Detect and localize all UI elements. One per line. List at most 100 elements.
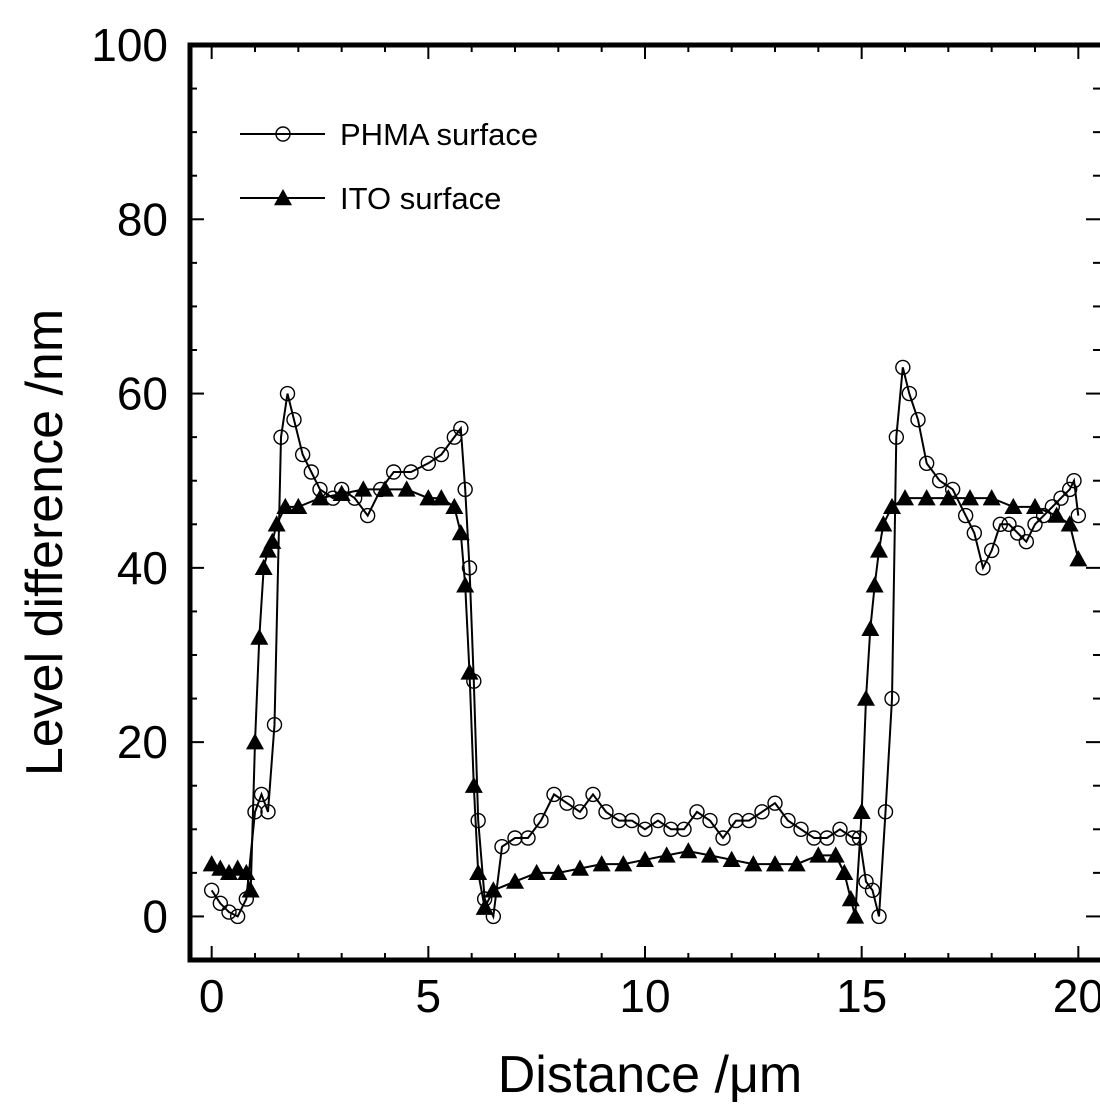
data-point bbox=[359, 507, 376, 524]
data-point bbox=[289, 497, 308, 515]
legend-item: ITO surface bbox=[240, 181, 501, 216]
y-axis-label: Level difference /nm bbox=[16, 309, 74, 776]
data-point bbox=[246, 733, 264, 750]
data-point bbox=[865, 576, 884, 593]
data-point bbox=[286, 412, 302, 428]
data-point bbox=[871, 908, 887, 925]
data-point bbox=[1070, 507, 1087, 524]
legend-marker bbox=[274, 189, 292, 206]
data-point bbox=[1018, 534, 1035, 550]
data-point bbox=[883, 497, 901, 515]
data-point bbox=[957, 507, 974, 524]
data-point bbox=[549, 863, 568, 881]
data-point bbox=[506, 872, 524, 889]
data-point bbox=[494, 839, 510, 855]
data-point bbox=[520, 830, 536, 846]
data-point bbox=[689, 804, 705, 820]
series-2 bbox=[202, 480, 1088, 924]
data-point bbox=[944, 481, 961, 498]
data-point bbox=[650, 812, 666, 829]
data-point bbox=[793, 821, 809, 837]
legend-label: ITO surface bbox=[340, 181, 501, 216]
data-point bbox=[676, 821, 692, 837]
data-point bbox=[901, 385, 918, 402]
data-point bbox=[220, 863, 238, 881]
data-point bbox=[861, 619, 880, 637]
data-point bbox=[294, 446, 311, 463]
data-point bbox=[276, 497, 295, 515]
data-point bbox=[931, 473, 948, 489]
legend: PHMA surface ITO surface bbox=[240, 117, 538, 216]
data-point bbox=[663, 821, 679, 837]
data-point bbox=[1035, 507, 1052, 524]
data-point bbox=[460, 663, 479, 680]
data-point bbox=[266, 717, 283, 733]
data-point bbox=[1060, 515, 1079, 532]
x-tick-label: 5 bbox=[416, 970, 442, 1022]
axis-ticks bbox=[190, 44, 1100, 960]
data-point bbox=[221, 904, 237, 920]
data-point bbox=[744, 855, 763, 872]
data-point bbox=[780, 812, 796, 829]
data-point bbox=[1026, 497, 1044, 515]
data-point bbox=[527, 863, 546, 881]
data-point bbox=[457, 481, 473, 498]
data-point bbox=[754, 804, 770, 820]
data-point bbox=[229, 908, 246, 925]
data-point bbox=[303, 464, 320, 480]
data-point bbox=[1053, 490, 1069, 506]
data-point bbox=[1069, 550, 1088, 567]
y-tick-label: 20 bbox=[117, 716, 168, 768]
data-point bbox=[250, 628, 269, 645]
x-tick-label: 10 bbox=[619, 970, 670, 1022]
data-point bbox=[611, 812, 627, 829]
data-point bbox=[1061, 481, 1078, 498]
data-point bbox=[975, 560, 991, 576]
data-point bbox=[507, 830, 523, 846]
data-point bbox=[253, 786, 270, 803]
data-point bbox=[592, 855, 611, 872]
data-point bbox=[857, 689, 875, 706]
data-point bbox=[432, 489, 451, 506]
data-point bbox=[279, 385, 296, 402]
data-point bbox=[715, 830, 731, 846]
data-point bbox=[966, 525, 983, 541]
data-point bbox=[598, 804, 614, 820]
data-point bbox=[895, 359, 911, 376]
data-point bbox=[766, 855, 784, 872]
data-point bbox=[888, 429, 905, 445]
data-point bbox=[636, 850, 654, 867]
data-point bbox=[484, 881, 503, 898]
data-point bbox=[809, 846, 828, 863]
data-point bbox=[403, 464, 419, 480]
x-tick-label: 15 bbox=[836, 970, 887, 1022]
data-point bbox=[572, 804, 588, 820]
data-point bbox=[533, 812, 549, 829]
data-point bbox=[311, 489, 329, 506]
data-point bbox=[982, 489, 1001, 506]
legend-label: PHMA surface bbox=[340, 117, 538, 152]
data-point bbox=[884, 690, 900, 707]
data-point bbox=[464, 776, 483, 793]
plot-frame bbox=[187, 42, 1100, 963]
data-point bbox=[896, 489, 914, 506]
data-point bbox=[728, 812, 744, 829]
data-point bbox=[877, 804, 894, 820]
data-point bbox=[451, 524, 470, 541]
data-point bbox=[657, 846, 676, 863]
data-point bbox=[260, 804, 276, 820]
x-axis-label: Distance /μm bbox=[498, 1046, 802, 1104]
data-point bbox=[835, 863, 854, 881]
data-point bbox=[939, 489, 958, 506]
data-point bbox=[332, 484, 351, 501]
data-point bbox=[453, 420, 469, 437]
data-point bbox=[846, 907, 865, 924]
y-tick-label: 60 bbox=[117, 368, 168, 420]
y-tick-label: 40 bbox=[117, 542, 168, 594]
data-point bbox=[385, 464, 402, 480]
plot-area bbox=[202, 359, 1088, 925]
data-point bbox=[470, 812, 486, 829]
data-point bbox=[767, 795, 783, 811]
legend-item: PHMA surface bbox=[240, 117, 538, 152]
data-point bbox=[469, 863, 488, 881]
